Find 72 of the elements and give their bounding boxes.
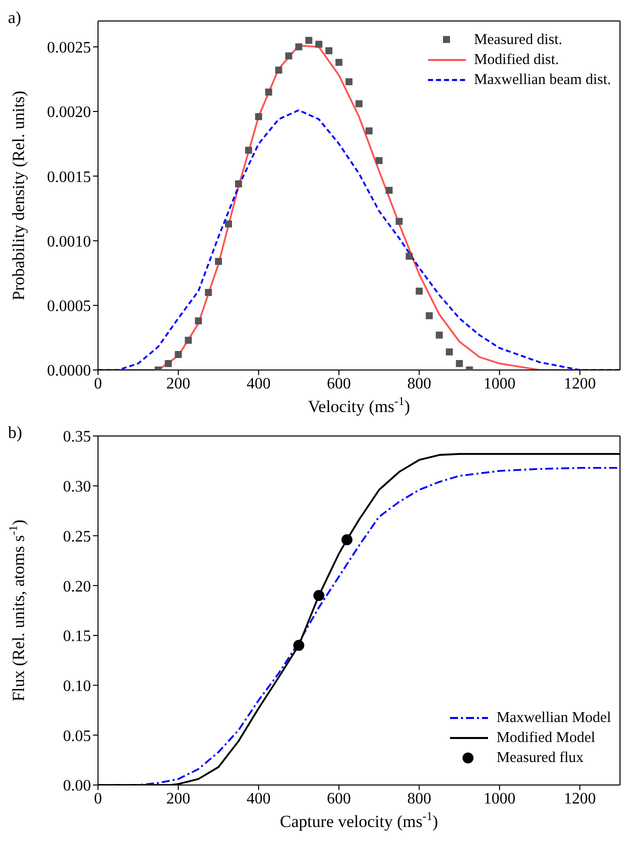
legend-label: Measured flux (496, 749, 584, 768)
legend-label: Maxwellian Model (496, 709, 611, 728)
y-tick-label: 0.15 (63, 628, 91, 646)
y-tick-label: 0.35 (63, 428, 91, 446)
point (164, 360, 172, 368)
y-tick-label: 0.05 (63, 728, 91, 745)
y-tick-label: 0.10 (63, 678, 91, 695)
point (305, 36, 312, 44)
point (275, 66, 282, 74)
point (214, 258, 222, 265)
point (265, 88, 272, 96)
y-axis-title: Probability density (Rel. units) (9, 90, 28, 300)
point (416, 288, 423, 295)
point (184, 336, 192, 344)
point (396, 218, 403, 225)
point (376, 157, 383, 164)
x-tick-label: 1200 (564, 375, 596, 392)
x-tick-label: 0 (94, 790, 102, 808)
point (245, 146, 252, 154)
chart-title: b) (8, 423, 22, 443)
point (293, 640, 304, 651)
point (341, 534, 352, 546)
point (426, 312, 433, 320)
point (325, 47, 332, 54)
y-tick-label: 0.00 (63, 778, 91, 795)
x-tick-label: 1200 (564, 790, 596, 808)
x-tick-label: 200 (166, 375, 190, 392)
y-tick-label: 0.0005 (47, 298, 91, 316)
point (406, 252, 413, 260)
point (285, 52, 292, 60)
x-tick-label: 800 (407, 375, 432, 392)
y-tick-label: 0.0015 (47, 168, 91, 186)
point (194, 317, 202, 324)
point (436, 332, 443, 339)
legend-label: Measured dist. (474, 31, 562, 50)
legend-label: Modified dist. (474, 51, 559, 70)
y-tick-label: 0.20 (63, 578, 91, 596)
point (345, 78, 352, 86)
y-tick-label: 0.0010 (47, 233, 91, 250)
x-tick-label: 200 (166, 790, 190, 808)
x-axis-title: Velocity (ms$^{-1}$) (308, 394, 410, 416)
point (174, 350, 182, 358)
legend-label: Maxwellian beam dist. (474, 71, 611, 90)
point (386, 186, 393, 194)
point (225, 220, 232, 228)
y-tick-label: 0.30 (63, 478, 91, 496)
y-tick-label: 0.0000 (47, 362, 91, 380)
point (295, 43, 302, 50)
x-tick-label: 1000 (484, 375, 516, 392)
x-tick-label: 600 (326, 375, 351, 392)
x-tick-label: 800 (407, 790, 432, 808)
y-tick-label: 0.0020 (47, 104, 91, 122)
point (235, 180, 242, 188)
point (366, 127, 373, 134)
point (313, 590, 324, 602)
point (456, 360, 463, 368)
legend-label: Modified Model (496, 729, 596, 748)
point (204, 288, 212, 296)
x-tick-label: 600 (326, 790, 351, 808)
x-tick-label: 0 (94, 375, 102, 392)
point (315, 40, 322, 48)
x-tick-label: 400 (246, 790, 271, 808)
x-axis-title: Capture velocity (ms$^{-1}$) (280, 809, 438, 831)
x-tick-label: 400 (246, 375, 271, 392)
point (356, 100, 362, 108)
point (255, 113, 262, 120)
y-tick-label: 0.0025 (47, 40, 91, 57)
chart-title: a) (8, 8, 22, 28)
point (446, 348, 453, 356)
x-tick-label: 1000 (484, 790, 516, 808)
y-tick-label: 0.25 (63, 528, 91, 546)
point (335, 58, 342, 66)
